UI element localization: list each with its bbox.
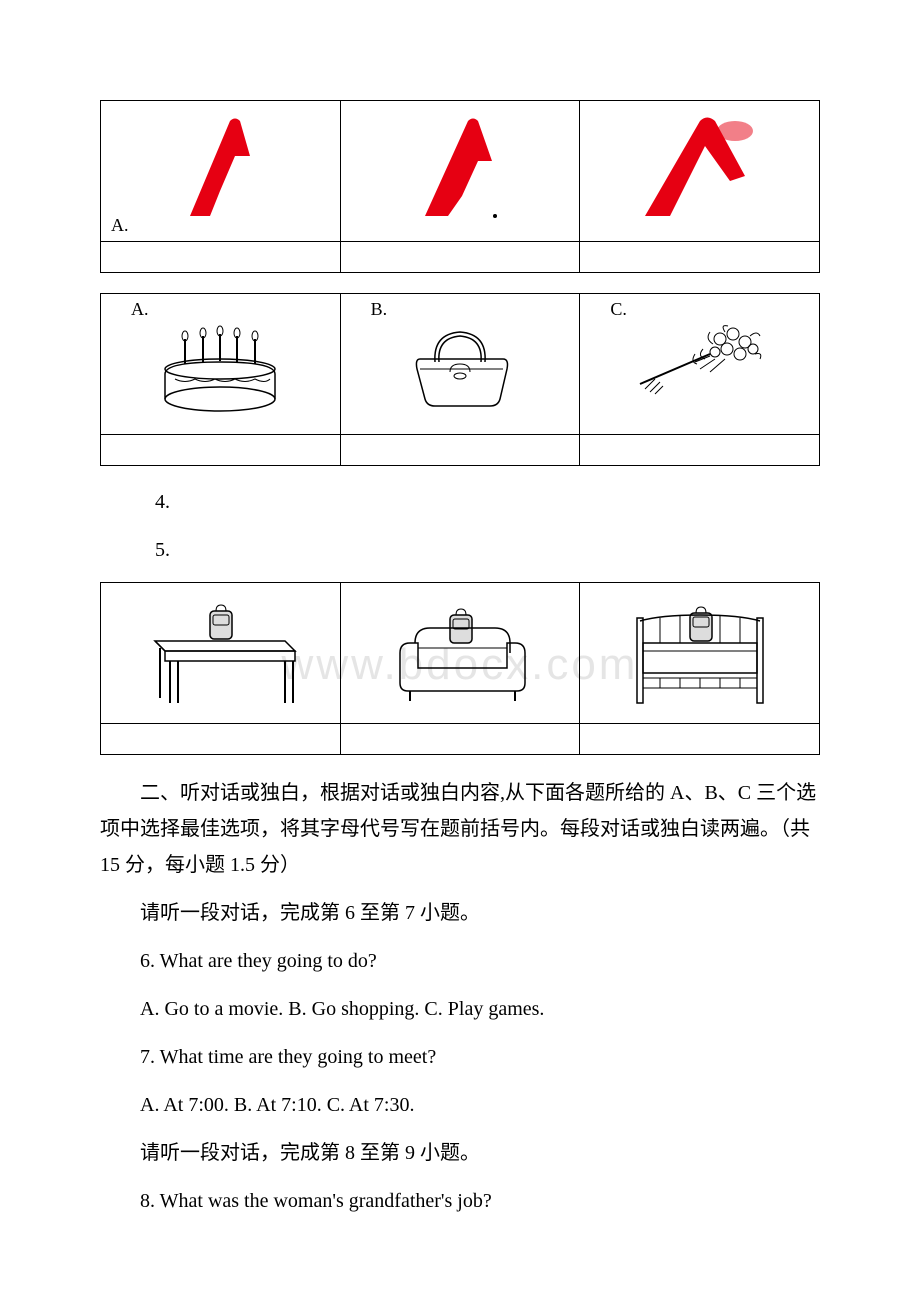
footer-cell <box>341 724 581 754</box>
footer-cell <box>341 435 581 465</box>
option-b-cell <box>341 101 581 241</box>
red-shape-b <box>351 106 570 236</box>
question-7-options: A. At 7:00. B. At 7:10. C. At 7:30. <box>100 1087 820 1123</box>
question-6: 6. What are they going to do? <box>100 943 820 979</box>
label-a: A. <box>111 215 129 236</box>
section-heading: 二、听对话或独白，根据对话或独白内容,从下面各题所给的 A、B、C 三个选项中选… <box>100 775 820 883</box>
instruction-2: 请听一段对话，完成第 8 至第 9 小题。 <box>100 1135 820 1171</box>
label-a: A. <box>131 299 149 320</box>
table-row <box>101 724 819 754</box>
question-8: 8. What was the woman's grandfather's jo… <box>100 1183 820 1219</box>
table-row <box>101 435 819 465</box>
footer-cell <box>580 242 819 272</box>
footer-cell <box>101 242 341 272</box>
table-row <box>101 583 819 724</box>
footer-cell <box>580 724 819 754</box>
red-shape-c <box>590 106 809 236</box>
desk-with-bag-icon <box>111 588 330 718</box>
footer-cell <box>101 435 341 465</box>
question-5-number: 5. <box>155 539 820 562</box>
footer-cell <box>341 242 581 272</box>
question-6-options: A. Go to a movie. B. Go shopping. C. Pla… <box>100 991 820 1027</box>
bed-with-bag-icon <box>590 588 809 718</box>
label-b: B. <box>371 299 388 320</box>
footer-cell <box>580 435 819 465</box>
text-content: 二、听对话或独白，根据对话或独白内容,从下面各题所给的 A、B、C 三个选项中选… <box>100 775 820 1219</box>
table-2: A. <box>100 293 820 466</box>
table-row <box>101 242 819 272</box>
option-a-cell: A. <box>101 294 341 434</box>
option-a-cell <box>101 583 341 723</box>
sofa-with-bag-icon <box>351 588 570 718</box>
option-a-cell: A. <box>101 101 341 241</box>
instruction-1: 请听一段对话，完成第 6 至第 7 小题。 <box>100 895 820 931</box>
option-b-cell <box>341 583 581 723</box>
table-5 <box>100 582 820 755</box>
table-1: A. <box>100 100 820 273</box>
red-shape-a <box>111 106 330 236</box>
question-7: 7. What time are they going to meet? <box>100 1039 820 1075</box>
table-row: A. <box>101 101 819 242</box>
question-4-number: 4. <box>155 491 820 514</box>
option-c-cell <box>580 583 819 723</box>
table-row: A. <box>101 294 819 435</box>
option-b-cell: B. <box>341 294 581 434</box>
option-c-cell: C. <box>580 294 819 434</box>
footer-cell <box>101 724 341 754</box>
label-c: C. <box>610 299 627 320</box>
option-c-cell <box>580 101 819 241</box>
